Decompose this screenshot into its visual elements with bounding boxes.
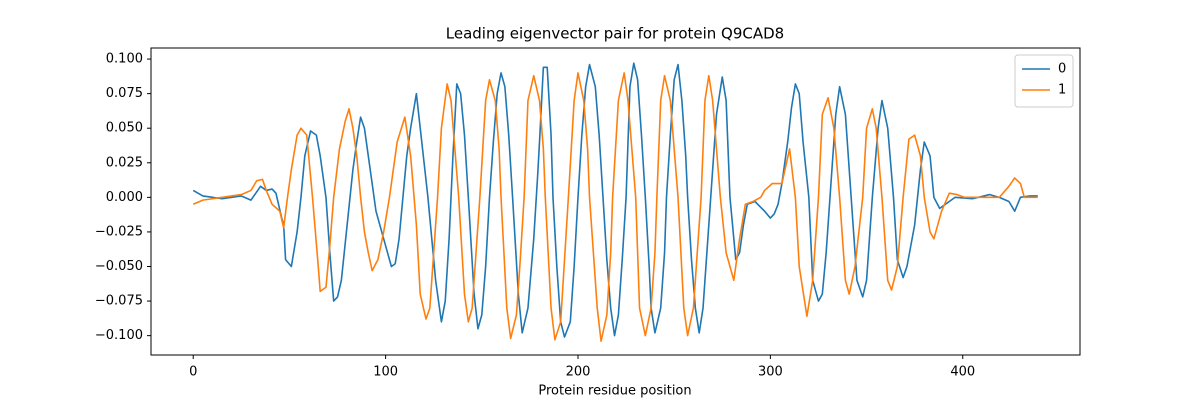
legend-box	[1014, 54, 1074, 108]
x-axis-label: Protein residue position	[538, 384, 691, 399]
x-tick-label: 400	[950, 365, 975, 380]
legend-label: 1	[1058, 83, 1066, 98]
y-tick-label: 0.075	[106, 86, 143, 101]
y-tick-label: −0.100	[95, 328, 143, 343]
y-tick-label: −0.050	[95, 259, 143, 274]
y-tick-label: −0.025	[95, 224, 143, 239]
plot-frame	[150, 47, 1081, 356]
legend-label: 0	[1058, 62, 1066, 77]
chart-title: Leading eigenvector pair for protein Q9C…	[446, 25, 784, 43]
x-tick-label: 200	[566, 365, 591, 380]
series-line	[192, 72, 1038, 342]
y-tick-label: −0.075	[95, 294, 143, 309]
y-tick-label: 0.025	[106, 155, 143, 170]
series-line	[192, 62, 1038, 338]
x-tick-label: 300	[758, 365, 783, 380]
y-tick-label: 0.050	[106, 121, 143, 136]
y-tick-label: 0.100	[106, 52, 143, 67]
x-tick-label: 100	[373, 365, 398, 380]
y-tick-label: 0.000	[106, 190, 143, 205]
x-tick-label: 0	[189, 365, 197, 380]
